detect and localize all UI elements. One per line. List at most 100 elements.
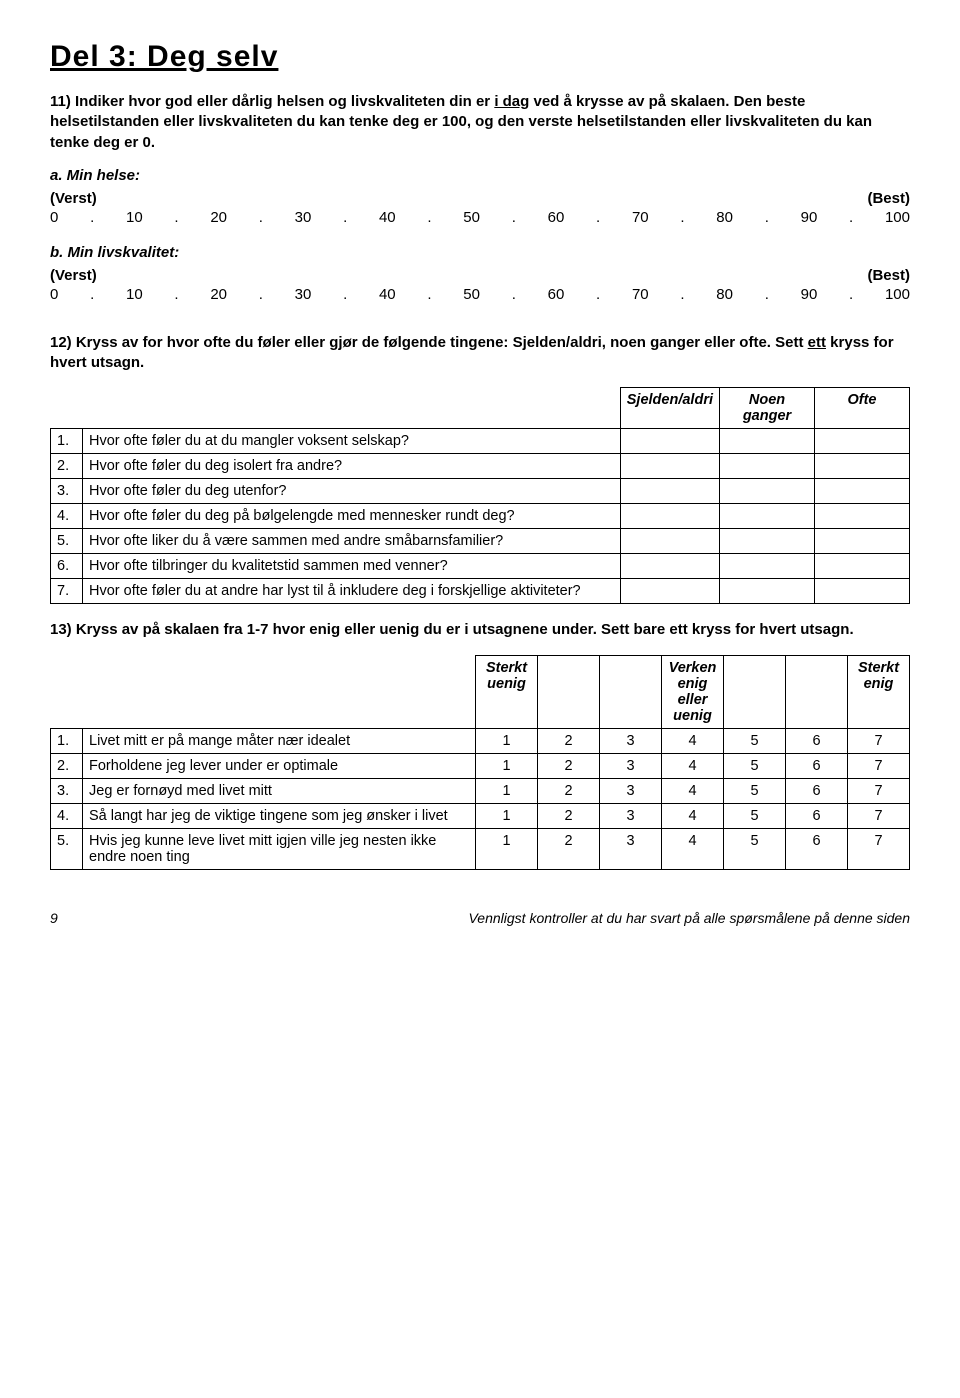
row-text: Hvor ofte føler du deg isolert fra andre…: [83, 454, 621, 479]
scale-cell[interactable]: 2: [538, 753, 600, 778]
scale-value[interactable]: 90: [801, 209, 818, 226]
row-text: Forholdene jeg lever under er optimale: [83, 753, 476, 778]
scale-value[interactable]: 80: [716, 286, 733, 303]
scale-cell[interactable]: 5: [724, 753, 786, 778]
scale-value[interactable]: 100: [885, 286, 910, 303]
answer-cell[interactable]: [815, 529, 910, 554]
scale-cell[interactable]: 7: [848, 728, 910, 753]
q11-prefix: 11) Indiker hvor god eller dårlig helsen…: [50, 93, 494, 110]
scale-cell[interactable]: 6: [786, 803, 848, 828]
scale-cell[interactable]: 3: [600, 728, 662, 753]
answer-cell[interactable]: [720, 579, 815, 604]
scale-worst: (Verst): [50, 267, 97, 284]
row-number: 4.: [51, 803, 83, 828]
scale-cell[interactable]: 3: [600, 803, 662, 828]
scale-value[interactable]: 30: [295, 286, 312, 303]
scale-cell[interactable]: 4: [662, 828, 724, 869]
scale-separator: .: [255, 209, 267, 226]
scale-cell[interactable]: 2: [538, 728, 600, 753]
answer-cell[interactable]: [620, 554, 719, 579]
scale-value[interactable]: 20: [210, 209, 227, 226]
scale-cell[interactable]: 2: [538, 803, 600, 828]
scale-separator: .: [423, 209, 435, 226]
scale-cell[interactable]: 5: [724, 728, 786, 753]
scale-cell[interactable]: 4: [662, 728, 724, 753]
scale-value[interactable]: 20: [210, 286, 227, 303]
scale-value[interactable]: 60: [548, 209, 565, 226]
scale-cell[interactable]: 1: [476, 753, 538, 778]
table-row: 5.Hvor ofte liker du å være sammen med a…: [51, 529, 910, 554]
table-row: 1.Livet mitt er på mange måter nær ideal…: [51, 728, 910, 753]
scale-separator: .: [86, 209, 98, 226]
scale-value[interactable]: 100: [885, 209, 910, 226]
q12-table: Sjelden/aldri Noen ganger Ofte 1.Hvor of…: [50, 387, 910, 604]
scale-cell[interactable]: 5: [724, 803, 786, 828]
scale-cell[interactable]: 6: [786, 753, 848, 778]
scale-value[interactable]: 40: [379, 209, 396, 226]
scale-separator: .: [339, 286, 351, 303]
scale-cell[interactable]: 1: [476, 828, 538, 869]
scale-value[interactable]: 0: [50, 286, 58, 303]
scale-separator: .: [761, 209, 773, 226]
answer-cell[interactable]: [815, 579, 910, 604]
scale-value[interactable]: 0: [50, 209, 58, 226]
scale-cell[interactable]: 4: [662, 753, 724, 778]
scale-b-values[interactable]: 0.10.20.30.40.50.60.70.80.90.100: [50, 286, 910, 303]
scale-value[interactable]: 70: [632, 286, 649, 303]
scale-cell[interactable]: 7: [848, 828, 910, 869]
answer-cell[interactable]: [815, 429, 910, 454]
scale-cell[interactable]: 7: [848, 778, 910, 803]
row-number: 5.: [51, 529, 83, 554]
scale-value[interactable]: 50: [463, 286, 480, 303]
scale-value[interactable]: 40: [379, 286, 396, 303]
scale-value[interactable]: 70: [632, 209, 649, 226]
answer-cell[interactable]: [815, 454, 910, 479]
scale-cell[interactable]: 3: [600, 778, 662, 803]
scale-cell[interactable]: 2: [538, 828, 600, 869]
answer-cell[interactable]: [620, 579, 719, 604]
answer-cell[interactable]: [720, 529, 815, 554]
answer-cell[interactable]: [720, 454, 815, 479]
scale-cell[interactable]: 5: [724, 828, 786, 869]
answer-cell[interactable]: [720, 504, 815, 529]
scale-cell[interactable]: 4: [662, 803, 724, 828]
scale-value[interactable]: 50: [463, 209, 480, 226]
answer-cell[interactable]: [620, 529, 719, 554]
scale-cell[interactable]: 7: [848, 803, 910, 828]
scale-cell[interactable]: 1: [476, 803, 538, 828]
scale-cell[interactable]: 2: [538, 778, 600, 803]
scale-value[interactable]: 10: [126, 209, 143, 226]
answer-cell[interactable]: [720, 429, 815, 454]
scale-cell[interactable]: 6: [786, 728, 848, 753]
scale-cell[interactable]: 1: [476, 778, 538, 803]
scale-cell[interactable]: 6: [786, 778, 848, 803]
scale-separator: .: [423, 286, 435, 303]
answer-cell[interactable]: [720, 479, 815, 504]
answer-cell[interactable]: [815, 554, 910, 579]
q12-text: 12) Kryss av for hvor ofte du føler elle…: [50, 333, 910, 374]
q13-text: 13) Kryss av på skalaen fra 1-7 hvor eni…: [50, 620, 910, 640]
answer-cell[interactable]: [620, 479, 719, 504]
scale-value[interactable]: 90: [801, 286, 818, 303]
answer-cell[interactable]: [815, 479, 910, 504]
scale-separator: .: [676, 286, 688, 303]
answer-cell[interactable]: [620, 429, 719, 454]
scale-cell[interactable]: 3: [600, 828, 662, 869]
answer-cell[interactable]: [620, 454, 719, 479]
scale-value[interactable]: 30: [295, 209, 312, 226]
scale-value[interactable]: 60: [548, 286, 565, 303]
answer-cell[interactable]: [815, 504, 910, 529]
scale-cell[interactable]: 1: [476, 728, 538, 753]
answer-cell[interactable]: [620, 504, 719, 529]
scale-cell[interactable]: 4: [662, 778, 724, 803]
scale-cell[interactable]: 6: [786, 828, 848, 869]
scale-value[interactable]: 80: [716, 209, 733, 226]
scale-cell[interactable]: 3: [600, 753, 662, 778]
row-text: Hvor ofte tilbringer du kvalitetstid sam…: [83, 554, 621, 579]
scale-cell[interactable]: 7: [848, 753, 910, 778]
scale-value[interactable]: 10: [126, 286, 143, 303]
scale-a-values[interactable]: 0.10.20.30.40.50.60.70.80.90.100: [50, 209, 910, 226]
scale-cell[interactable]: 5: [724, 778, 786, 803]
q12-underlined: ett: [808, 334, 826, 351]
answer-cell[interactable]: [720, 554, 815, 579]
